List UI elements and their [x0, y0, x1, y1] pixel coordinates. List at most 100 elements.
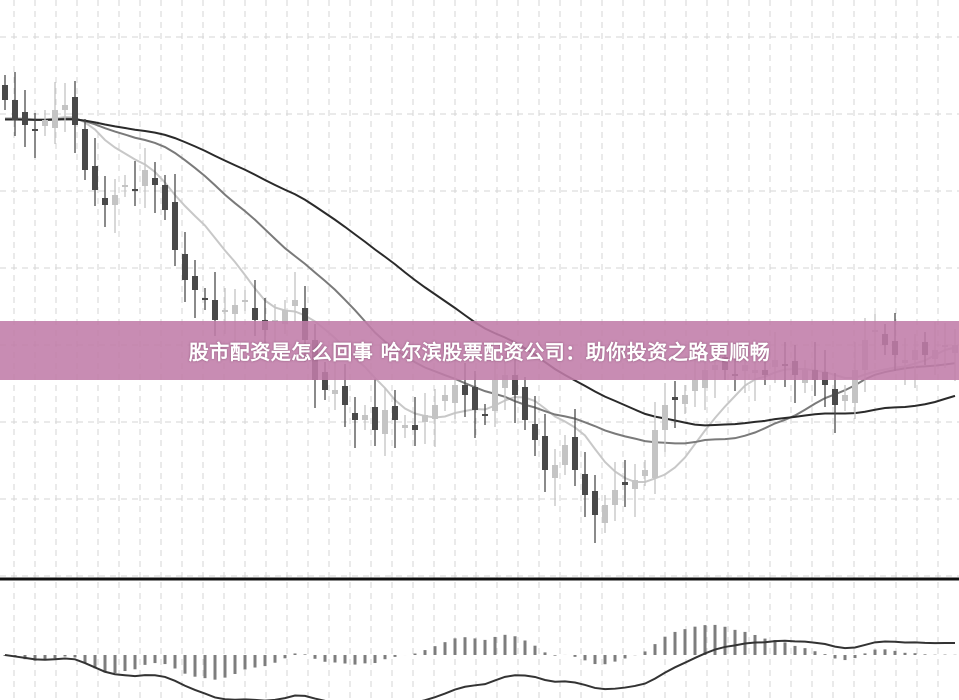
macd-histogram-bar	[583, 655, 587, 661]
candle-body	[282, 310, 288, 324]
macd-histogram-bar	[923, 654, 927, 655]
macd-histogram-bar	[33, 655, 37, 661]
macd-histogram-bar	[683, 629, 687, 655]
candlesticks	[2, 72, 958, 543]
macd-histogram-bar	[863, 653, 867, 655]
candle-body	[552, 465, 558, 478]
macd-histogram-bar	[133, 655, 137, 670]
macd-histogram-bar	[353, 655, 357, 665]
candle-body	[142, 170, 148, 186]
macd-histogram-bar	[123, 655, 127, 672]
candle-body	[532, 424, 538, 440]
candle-body	[662, 405, 668, 430]
candle-body	[52, 110, 58, 128]
candle-body	[382, 410, 388, 434]
macd-histogram-bar	[843, 655, 847, 661]
candle-body	[62, 105, 68, 110]
candle-body	[832, 389, 838, 405]
macd-histogram-bar	[83, 655, 87, 664]
macd-histogram-bar	[43, 655, 47, 661]
macd-histogram-bar	[423, 650, 427, 655]
macd-histogram-bar	[343, 655, 347, 664]
macd-histogram-bar	[603, 655, 607, 665]
macd-histogram-bar	[443, 642, 447, 655]
macd-histogram-bar	[473, 638, 477, 655]
candle-body	[852, 370, 858, 403]
macd-histogram-bar	[203, 655, 207, 679]
candle-body	[512, 375, 518, 395]
macd-histogram-bar	[213, 655, 217, 680]
candle-body	[432, 405, 438, 419]
macd-histogram-bar	[553, 655, 557, 656]
candle-body	[252, 308, 258, 320]
macd-histogram-bar	[503, 634, 507, 655]
macd-histogram-bar	[273, 655, 277, 663]
macd-histogram-bar	[703, 625, 707, 655]
macd-histogram-bar	[673, 631, 677, 655]
macd-histogram-bar	[73, 655, 77, 658]
macd-histogram-bar	[53, 655, 57, 659]
macd-histogram-bar	[623, 655, 627, 659]
candle-body	[592, 491, 598, 515]
candle-body	[402, 425, 408, 428]
candle-body	[162, 185, 168, 210]
candle-body	[322, 372, 328, 390]
candle-body	[182, 254, 188, 280]
candle-body	[72, 97, 78, 125]
macd-histogram-bar	[163, 655, 167, 665]
macd-histogram-bar	[643, 651, 647, 655]
candle-body	[22, 112, 28, 125]
candle-body	[392, 406, 398, 420]
candle-body	[332, 390, 338, 394]
candle-body	[82, 129, 88, 170]
candle-body	[602, 505, 608, 523]
candle-body	[352, 413, 358, 420]
macd-histogram-bar	[593, 655, 597, 665]
macd-histogram-bar	[293, 653, 297, 655]
macd-histogram-bar	[63, 655, 67, 657]
candle-body	[42, 120, 48, 126]
macd-histogram-bar	[413, 653, 417, 655]
banner-title: 股市配资是怎么回事 哈尔滨股票配资公司：助你投资之路更顺畅	[188, 340, 771, 364]
candle-body	[192, 276, 198, 290]
macd-histogram-bar	[493, 636, 497, 655]
candle-body	[572, 437, 578, 470]
candle-body	[362, 415, 368, 420]
macd-histogram-bar	[103, 655, 107, 673]
macd-histogram-bar	[853, 655, 857, 659]
candle-body	[172, 202, 178, 250]
macd-histogram-bar	[233, 655, 237, 674]
macd-histogram-bar	[573, 655, 577, 657]
macd-histogram-bar	[653, 644, 657, 655]
candle-body	[522, 387, 528, 420]
candle-body	[92, 166, 98, 190]
candle-body	[342, 386, 348, 405]
candle-body	[32, 129, 38, 131]
macd-histogram-bar	[243, 655, 247, 670]
macd-histogram-bar	[453, 638, 457, 655]
macd-histogram-bar	[263, 655, 267, 667]
candle-body	[222, 310, 228, 312]
candle-body	[452, 385, 458, 403]
candle-body	[12, 100, 18, 120]
macd-histogram-bar	[763, 638, 767, 655]
macd-histogram-bar	[433, 646, 437, 655]
macd-histogram-bar	[183, 655, 187, 674]
macd-histogram-bar	[223, 655, 227, 678]
candle-body	[492, 380, 498, 411]
candle-body	[682, 395, 688, 404]
macd-histogram-bar	[543, 652, 547, 655]
macd-histogram-bar	[333, 655, 337, 663]
macd-histogram-bar	[193, 655, 197, 677]
macd-histogram-bar	[663, 636, 667, 655]
macd-histogram-bar	[113, 655, 117, 674]
candle-body	[672, 397, 678, 400]
macd-histogram-bar	[313, 655, 317, 659]
candle-body	[102, 198, 108, 205]
macd-histogram-bar	[913, 653, 917, 655]
macd-histogram-bar	[893, 650, 897, 655]
macd-histogram-bar	[883, 649, 887, 655]
macd-histogram-bar	[793, 645, 797, 655]
